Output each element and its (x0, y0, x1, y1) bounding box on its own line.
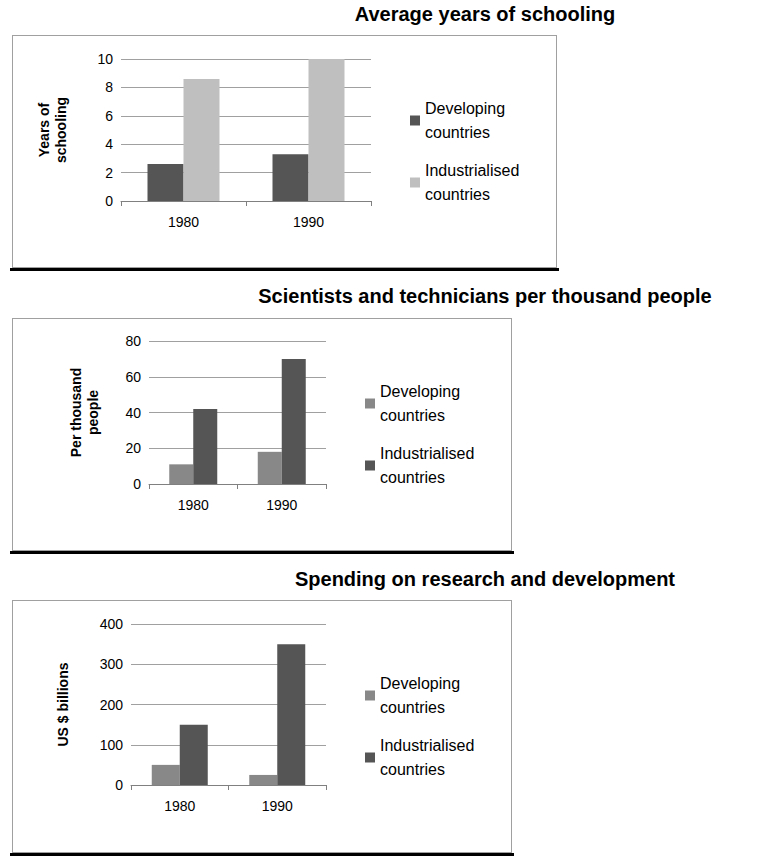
svg-text:1980: 1980 (178, 497, 209, 513)
svg-text:60: 60 (125, 369, 141, 385)
svg-text:Per thousand: Per thousand (68, 368, 84, 457)
svg-text:Developing: Developing (380, 383, 465, 400)
svg-text:4: 4 (105, 136, 113, 152)
svg-text:Industrialised: Industrialised (380, 737, 479, 754)
svg-text:Industrialised: Industrialised (380, 445, 479, 462)
html-text:Average years of schooling: Average years of schooling (354, 3, 616, 25)
html-text:Spending on research and devel: Spending on research and development (295, 568, 675, 590)
svg-text:1990: 1990 (266, 497, 297, 513)
svg-text:schooling: schooling (53, 97, 69, 163)
svg-text:countries: countries (380, 699, 445, 716)
html-text:Scientists and technicians per: Scientists and technicians per thousand … (258, 285, 712, 307)
svg-text:countries: countries (380, 761, 445, 778)
svg-text:countries: countries (425, 124, 490, 141)
svg-text:countries: countries (380, 469, 445, 486)
svg-text:0: 0 (105, 193, 113, 209)
svg-text:2: 2 (105, 165, 113, 181)
svg-text:80: 80 (125, 333, 141, 349)
svg-text:6: 6 (105, 108, 113, 124)
svg-text:Developing: Developing (380, 675, 465, 692)
svg-text:Industrialised: Industrialised (425, 162, 524, 179)
svg-text:300: 300 (100, 656, 124, 672)
svg-text:countries: countries (380, 407, 445, 424)
svg-text:countries: countries (425, 186, 490, 203)
svg-text:Developing: Developing (425, 100, 510, 117)
svg-text:US $ billions: US $ billions (55, 662, 71, 746)
svg-text:40: 40 (125, 405, 141, 421)
svg-text:200: 200 (100, 697, 124, 713)
svg-text:Years of: Years of (36, 102, 52, 157)
svg-text:1990: 1990 (262, 798, 293, 814)
svg-text:20: 20 (125, 440, 141, 456)
svg-text:1980: 1980 (168, 214, 199, 230)
svg-text:people: people (85, 390, 101, 435)
svg-text:1990: 1990 (293, 214, 324, 230)
svg-text:400: 400 (100, 616, 124, 632)
svg-text:100: 100 (100, 737, 124, 753)
svg-text:0: 0 (115, 777, 123, 793)
svg-text:8: 8 (105, 79, 113, 95)
svg-text:10: 10 (97, 51, 113, 67)
svg-text:0: 0 (133, 476, 141, 492)
svg-text:1980: 1980 (164, 798, 195, 814)
